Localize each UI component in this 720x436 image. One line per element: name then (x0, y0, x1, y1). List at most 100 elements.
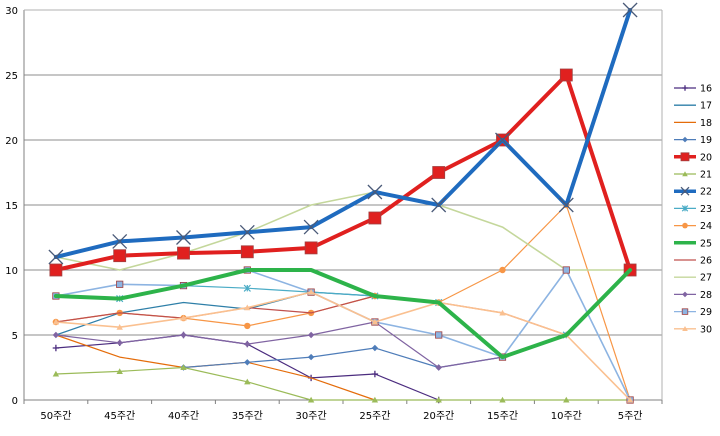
data-point-marker (243, 284, 251, 292)
data-point-marker (682, 136, 688, 143)
series-layer (48, 2, 638, 404)
data-point-marker (307, 396, 315, 403)
data-point-marker (49, 263, 63, 277)
series-line-25 (53, 268, 633, 360)
x-tick-label: 50주간 (40, 410, 71, 422)
data-point-marker (180, 314, 187, 321)
data-point-marker (303, 219, 319, 235)
legend-label: 18 (700, 118, 712, 129)
data-point-marker (52, 318, 60, 325)
legend-item-18: 18 (674, 118, 712, 129)
legend-item-20: 20 (674, 152, 712, 163)
data-point-marker (435, 364, 442, 371)
axis-layer: 0 5 10 15 20 25 30 50주간 45주간 40주간 35주간 30주간 25주간 20주간… (5, 6, 663, 422)
data-point-marker (563, 396, 570, 403)
legend-item-22: 22 (674, 187, 712, 198)
data-point-marker (682, 85, 688, 91)
data-point-marker (682, 291, 688, 298)
data-point-marker (432, 166, 446, 179)
data-point-marker (113, 249, 127, 263)
series-18 (55, 334, 376, 401)
series-27 (55, 191, 631, 271)
legend-label: 26 (700, 256, 712, 267)
legend-item-16: 16 (674, 84, 712, 95)
data-point-marker (680, 152, 690, 162)
x-tick-label: 20주간 (423, 410, 454, 422)
data-point-marker (622, 2, 638, 18)
series-line-19 (182, 269, 631, 369)
data-point-marker (116, 368, 123, 374)
legend-item-29: 29 (674, 307, 712, 318)
data-point-marker (626, 396, 634, 403)
data-point-marker (48, 249, 64, 265)
data-point-marker (304, 241, 318, 255)
data-point-marker (559, 68, 573, 82)
data-point-marker (180, 331, 187, 339)
data-point-marker (558, 197, 574, 213)
legend-label: 20 (700, 152, 712, 163)
data-point-marker (681, 205, 689, 212)
series-line-27 (55, 191, 631, 271)
y-tick-label: 0 (12, 396, 18, 407)
data-point-marker (112, 233, 128, 249)
y-tick-label: 5 (12, 331, 18, 342)
legend-item-28: 28 (674, 290, 712, 301)
data-point-marker (682, 171, 688, 177)
data-point-marker (368, 211, 382, 225)
legend-label: 22 (700, 187, 712, 198)
data-point-marker (52, 344, 60, 352)
series-line-18 (55, 334, 376, 401)
data-point-marker (244, 378, 251, 385)
legend-item-30: 30 (674, 324, 712, 335)
legend-item-26: 26 (674, 256, 712, 267)
legend-label: 23 (700, 204, 712, 215)
legend-label: 27 (700, 273, 712, 284)
series-26 (55, 269, 631, 336)
data-point-marker (244, 340, 251, 348)
data-point-marker (562, 266, 570, 274)
data-point-marker (682, 222, 688, 229)
data-point-marker (240, 245, 254, 259)
series-25 (53, 268, 633, 360)
data-point-marker (499, 266, 506, 274)
legend-label: 21 (700, 170, 712, 181)
series-line-21 (55, 366, 631, 401)
series-line-20 (53, 73, 633, 272)
data-point-marker (371, 370, 379, 378)
legend-item-27: 27 (674, 273, 712, 284)
data-point-marker (307, 331, 315, 339)
legend-label: 28 (700, 290, 712, 301)
data-point-marker (680, 186, 690, 196)
legend-label: 24 (700, 221, 712, 232)
y-tick-label: 25 (5, 71, 18, 82)
data-point-marker (499, 396, 506, 403)
data-point-marker (435, 331, 443, 339)
y-tick-label: 20 (5, 136, 18, 147)
x-tick-label: 45주간 (104, 410, 135, 422)
legend-item-25: 25 (674, 238, 712, 249)
series-20 (49, 68, 637, 277)
data-point-marker (244, 322, 251, 330)
y-tick-label: 30 (5, 6, 18, 17)
data-point-marker (116, 280, 124, 288)
legend-label: 16 (700, 84, 712, 95)
legend-item-19: 19 (674, 135, 712, 146)
x-tick-label: 35주간 (232, 410, 263, 422)
legend: 16 17 18 19 20 21 22 23 24 25 26 27 28 29 30 (674, 84, 712, 335)
series-21 (52, 364, 634, 403)
series-line-22 (53, 8, 633, 259)
data-point-marker (244, 304, 251, 311)
data-point-marker (367, 184, 383, 200)
data-point-marker (180, 364, 187, 371)
legend-label: 17 (700, 101, 712, 112)
data-point-marker (239, 224, 255, 240)
data-point-marker (431, 197, 447, 213)
series-22 (48, 2, 638, 265)
data-point-marker (116, 339, 123, 346)
data-point-marker (499, 309, 506, 316)
y-tick-label: 15 (5, 201, 18, 212)
data-point-marker (371, 396, 379, 403)
data-point-marker (681, 308, 689, 315)
